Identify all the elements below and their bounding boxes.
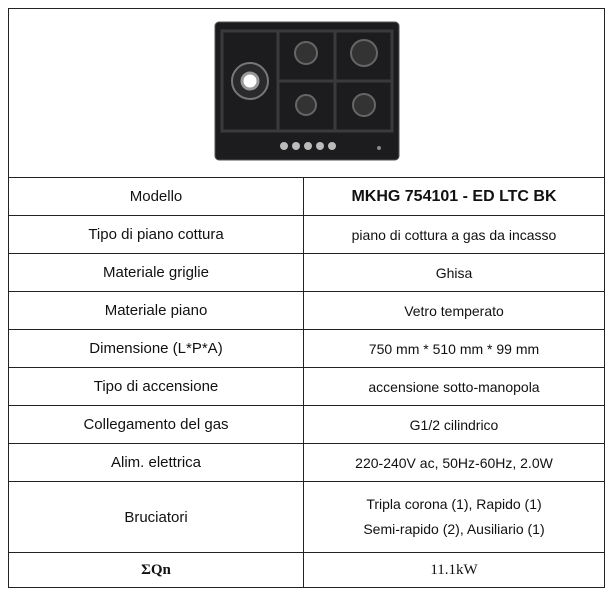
spec-value-cell: Tripla corona (1), Rapido (1) Semi-rapido…: [303, 481, 605, 553]
spec-value-cell: Vetro temperato: [303, 291, 605, 330]
spec-value-cell: Ghisa: [303, 253, 605, 292]
spec-row: Modello MKHG 754101 - ED LTC BK: [8, 177, 605, 216]
spec-value: G1/2 cilindrico: [409, 416, 499, 433]
spec-label: Tipo di accensione: [8, 367, 304, 406]
spec-row: Dimensione (L*P*A) 750 mm * 510 mm * 99 m…: [8, 329, 605, 368]
cooktop-image: [214, 21, 399, 161]
spec-value: Ghisa: [435, 264, 473, 281]
image-row: [8, 8, 605, 178]
spec-value: 11.1kW: [430, 561, 478, 578]
spec-value: Semi-rapido (2), Ausiliario (1): [363, 521, 545, 537]
spec-value: accensione sotto-manopola: [368, 378, 540, 395]
spec-row: Materiale griglie Ghisa: [8, 253, 605, 292]
spec-label: Collegamento del gas: [8, 405, 304, 444]
spec-value: 750 mm * 510 mm * 99 mm: [368, 340, 540, 357]
spec-label: Tipo di piano cottura: [8, 215, 304, 254]
image-cell: [8, 8, 605, 178]
spec-value-cell: accensione sotto-manopola: [303, 367, 605, 406]
spec-label: Dimensione (L*P*A): [8, 329, 304, 368]
spec-label: Bruciatori: [8, 481, 304, 553]
spec-row: Bruciatori Tripla corona (1), Rapido (1) S…: [8, 481, 605, 553]
spec-table: Modello MKHG 754101 - ED LTC BK Tipo di pi…: [8, 8, 605, 588]
spec-value: 220-240V ac, 50Hz-60Hz, 2.0W: [355, 454, 553, 471]
spec-row: Tipo di piano cottura piano di cottura a …: [8, 215, 605, 254]
spec-label: Materiale piano: [8, 291, 304, 330]
spec-value: MKHG 754101 - ED LTC BK: [351, 187, 557, 205]
spec-value-cell: piano di cottura a gas da incasso: [303, 215, 605, 254]
spec-row: ΣQn 11.1kW: [8, 552, 605, 588]
spec-value: piano di cottura a gas da incasso: [351, 226, 557, 243]
spec-value-cell: MKHG 754101 - ED LTC BK: [303, 177, 605, 216]
spec-row: Alim. elettrica 220-240V ac, 50Hz-60Hz, 2…: [8, 443, 605, 482]
spec-row: Materiale piano Vetro temperato: [8, 291, 605, 330]
spec-label: ΣQn: [8, 552, 304, 588]
spec-row: Collegamento del gas G1/2 cilindrico: [8, 405, 605, 444]
spec-value-cell: 11.1kW: [303, 552, 605, 588]
spec-label: Modello: [8, 177, 304, 216]
spec-row: Tipo di accensione accensione sotto-manop…: [8, 367, 605, 406]
spec-value-cell: G1/2 cilindrico: [303, 405, 605, 444]
spec-label: Materiale griglie: [8, 253, 304, 292]
spec-value: Vetro temperato: [404, 302, 504, 319]
spec-label: Alim. elettrica: [8, 443, 304, 482]
spec-value-cell: 750 mm * 510 mm * 99 mm: [303, 329, 605, 368]
spec-value: Tripla corona (1), Rapido (1): [366, 496, 542, 512]
spec-value-cell: 220-240V ac, 50Hz-60Hz, 2.0W: [303, 443, 605, 482]
